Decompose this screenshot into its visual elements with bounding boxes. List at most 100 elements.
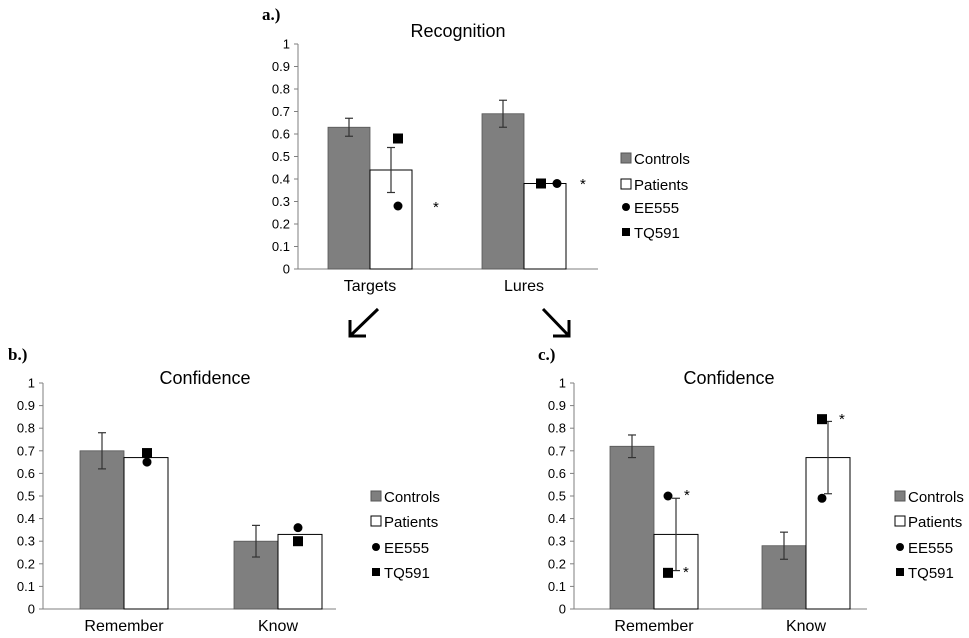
marker-tq591 <box>142 448 152 459</box>
marker-tq591 <box>393 133 403 144</box>
legend-swatch <box>620 152 632 164</box>
y-tick-label: 1 <box>28 376 35 391</box>
y-tick-label: 0.2 <box>272 217 290 232</box>
y-tick-label: 0 <box>28 602 35 617</box>
legend: Controls Patients EE555 TQ591 <box>620 151 690 242</box>
y-tick-label: 0.1 <box>548 579 566 594</box>
legend-circle-icon <box>622 203 630 211</box>
marker-tq591 <box>536 178 546 189</box>
y-tick-label: 0.3 <box>17 534 35 549</box>
legend: Controls Patients EE555 TQ591 <box>894 489 964 582</box>
x-category-label: Know <box>258 618 298 635</box>
legend-swatch <box>894 515 906 527</box>
y-tick-label: 0.6 <box>272 127 290 142</box>
legend-label: TQ591 <box>384 565 430 582</box>
y-tick-label: 0.8 <box>548 421 566 436</box>
chart-title: Confidence <box>683 368 774 388</box>
bar-patients-remember <box>123 457 169 610</box>
y-tick-label: 0.7 <box>272 104 290 119</box>
y-tick-label: 0.1 <box>17 579 35 594</box>
y-tick-label: 0 <box>283 262 290 277</box>
y-tick-label: 0.4 <box>272 172 290 187</box>
y-tick-label: 0.3 <box>272 194 290 209</box>
chart-panel-b: b.) Confidence 0 0.1 0.2 0.3 0.4 0.5 0.6 0.7 0.8 0.… <box>8 345 440 635</box>
y-tick-label: 0.9 <box>17 398 35 413</box>
y-tick-label: 0.5 <box>548 489 566 504</box>
y-tick-label: 0.3 <box>548 534 566 549</box>
legend-label: TQ591 <box>634 225 680 242</box>
marker-tq591 <box>293 536 303 547</box>
y-tick-label: 0.4 <box>548 511 566 526</box>
bar-patients-targets <box>369 169 413 270</box>
y-tick-label: 0.2 <box>17 556 35 571</box>
legend-swatch <box>894 490 906 502</box>
y-tick-label: 0.8 <box>272 82 290 97</box>
panel-label: c.) <box>538 345 555 364</box>
x-category-label: Know <box>786 618 826 635</box>
y-tick-label: 0.9 <box>272 59 290 74</box>
chart-panel-a: a.) Recognition 0 0.1 0.2 0.3 0.4 0.5 0.6 0.7 0.8 0… <box>262 5 690 295</box>
marker-ee555 <box>663 491 673 501</box>
arrow-down-left-icon <box>348 307 380 338</box>
x-category-label: Targets <box>344 278 396 295</box>
legend-label: Controls <box>384 489 440 506</box>
x-category-label: Lures <box>504 278 544 295</box>
legend-square-icon <box>896 568 904 576</box>
legend-swatch <box>620 178 632 190</box>
y-tick-label: 0.5 <box>17 489 35 504</box>
y-tick-label: 0.6 <box>548 466 566 481</box>
legend-circle-icon <box>372 543 380 551</box>
y-tick-label: 0.6 <box>17 466 35 481</box>
x-category-label: Remember <box>84 618 164 635</box>
marker-tq591 <box>817 414 827 425</box>
bar-controls-remember <box>609 445 655 610</box>
bar-patients-lures <box>523 183 567 270</box>
legend-label: TQ591 <box>908 565 954 582</box>
legend-label: Controls <box>634 151 690 168</box>
legend-label: EE555 <box>908 540 953 557</box>
x-category-label: Remember <box>614 618 694 635</box>
y-tick-label: 0.5 <box>272 149 290 164</box>
bar-patients-know <box>277 533 323 610</box>
significance-star: * <box>580 176 586 193</box>
legend-label: EE555 <box>634 200 679 217</box>
legend: Controls Patients EE555 TQ591 <box>370 489 440 582</box>
arrow-down-right-icon <box>541 307 571 338</box>
panel-label: a.) <box>262 5 280 24</box>
y-tick-label: 0.9 <box>548 398 566 413</box>
y-tick-label: 1 <box>283 37 290 52</box>
panel-label: b.) <box>8 345 27 364</box>
legend-label: EE555 <box>384 540 429 557</box>
significance-star: * <box>683 564 689 581</box>
significance-star: * <box>684 487 690 504</box>
legend-square-icon <box>622 228 630 236</box>
legend-swatch <box>370 490 382 502</box>
bar-controls-targets <box>327 126 371 270</box>
y-tick-label: 0 <box>559 602 566 617</box>
legend-circle-icon <box>896 543 904 551</box>
marker-ee555 <box>817 493 827 503</box>
y-tick-label: 0.8 <box>17 421 35 436</box>
chart-title: Confidence <box>159 368 250 388</box>
legend-swatch <box>370 515 382 527</box>
y-tick-label: 0.2 <box>548 556 566 571</box>
legend-label: Controls <box>908 489 964 506</box>
significance-star: * <box>839 411 845 428</box>
marker-ee555 <box>142 457 152 467</box>
y-tick-label: 1 <box>559 376 566 391</box>
y-tick-label: 0.4 <box>17 511 35 526</box>
legend-label: Patients <box>634 177 688 194</box>
chart-panel-c: c.) Confidence 0 0.1 0.2 0.3 0.4 0.5 0.6 0.7 0.8 0.… <box>538 345 964 635</box>
legend-square-icon <box>372 568 380 576</box>
y-tick-label: 0.1 <box>272 239 290 254</box>
bar-controls-lures <box>481 113 525 270</box>
y-tick-label: 0.7 <box>17 443 35 458</box>
y-tick-label: 0.7 <box>548 443 566 458</box>
bar-controls-remember <box>79 450 125 610</box>
legend-label: Patients <box>384 514 438 531</box>
chart-title: Recognition <box>410 21 505 41</box>
marker-ee555 <box>552 179 562 188</box>
marker-ee555 <box>293 523 303 533</box>
marker-tq591 <box>663 567 673 578</box>
